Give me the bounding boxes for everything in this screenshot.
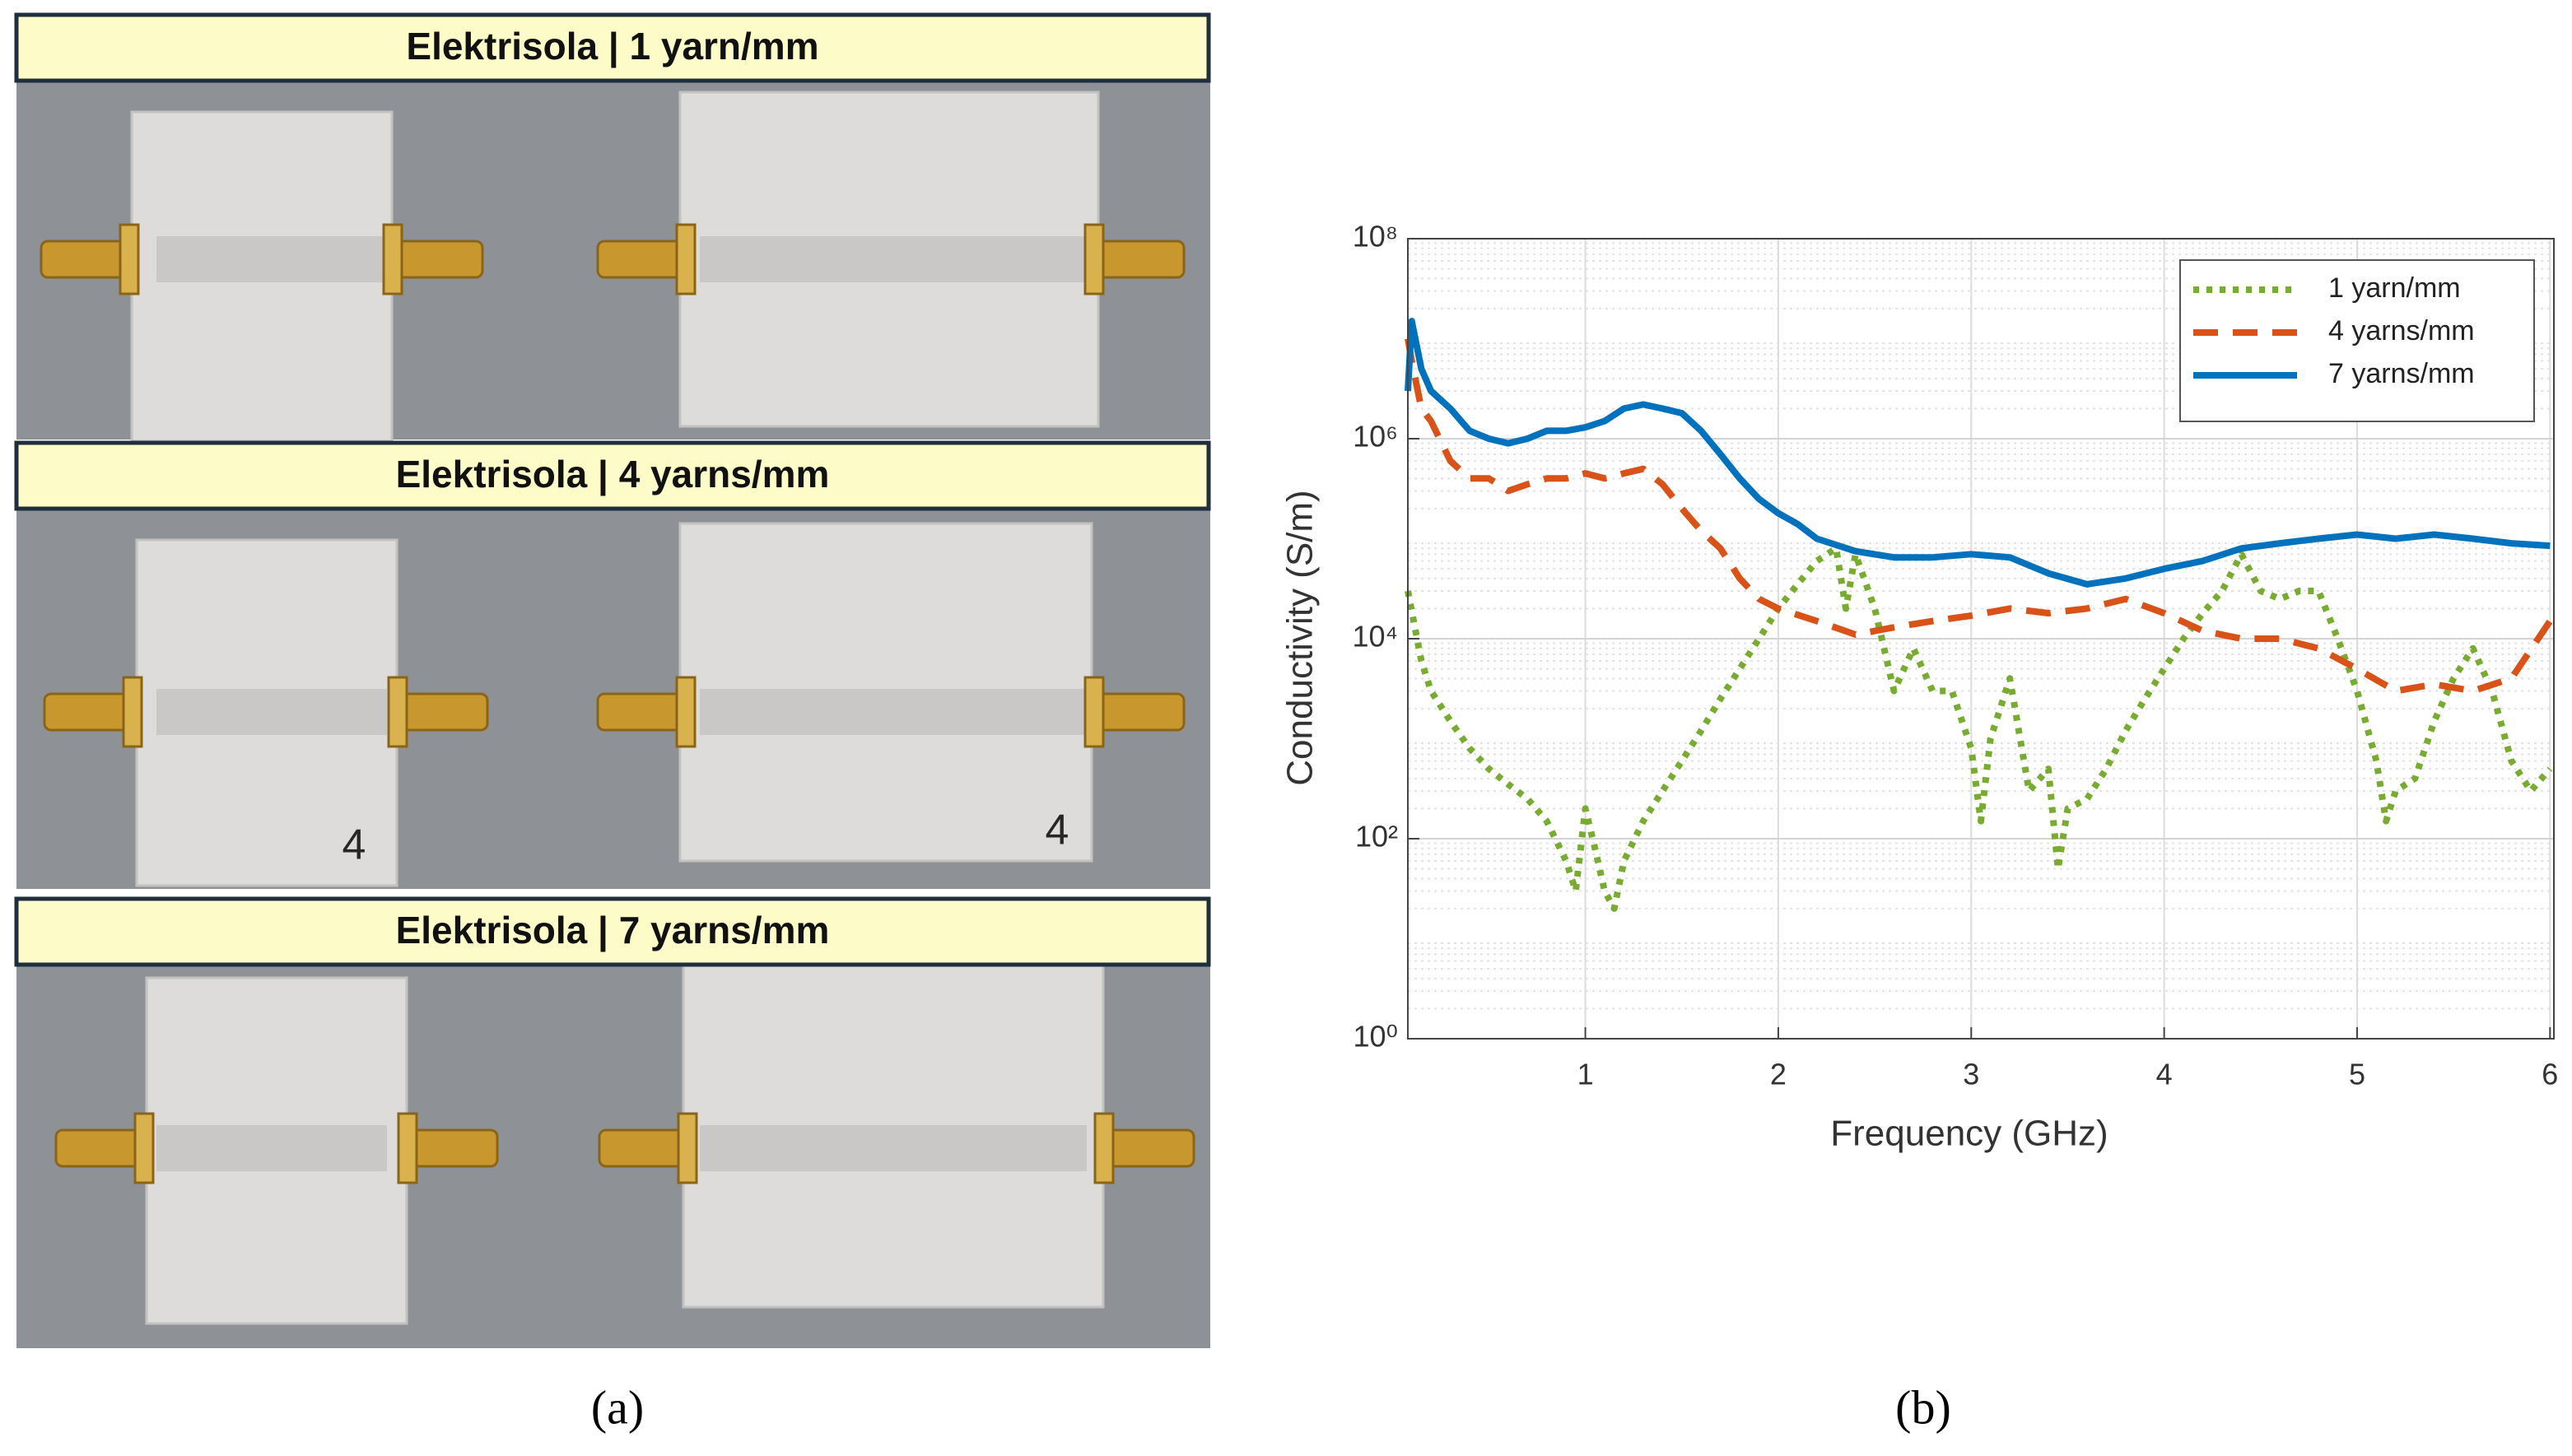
x-tick-label: 4 — [2156, 1058, 2173, 1091]
y-tick-label: 10⁸ — [1353, 220, 1398, 254]
flange — [677, 1112, 698, 1184]
x-tick-label: 5 — [2349, 1058, 2365, 1091]
data-line — [1405, 545, 2553, 912]
trace — [700, 236, 1087, 282]
x-tick-label: 6 — [2542, 1058, 2558, 1091]
panel-label: Elektrisola | 4 yarns/mm — [396, 453, 830, 495]
x-tick-label: 1 — [1577, 1058, 1594, 1091]
trace — [156, 236, 387, 282]
x-tick-label: 2 — [1770, 1058, 1787, 1091]
board-mark: 4 — [342, 821, 366, 869]
y-tick-label: 10² — [1355, 820, 1398, 854]
trace — [700, 1125, 1087, 1171]
panel-label: Elektrisola | 7 yarns/mm — [396, 909, 830, 951]
trace — [156, 689, 387, 735]
flange — [1083, 223, 1105, 295]
flange — [133, 1112, 155, 1184]
flange — [675, 676, 697, 748]
flange — [1093, 1112, 1115, 1184]
flange — [397, 1112, 418, 1184]
plot-frame — [1407, 238, 2555, 1040]
flange — [382, 223, 403, 295]
flange — [122, 676, 143, 748]
y-tick-label: 10⁰ — [1354, 1020, 1398, 1054]
data-line — [1405, 318, 2551, 588]
flange — [387, 676, 408, 748]
flange — [1083, 676, 1105, 748]
y-tick-label: 10⁴ — [1352, 620, 1398, 654]
label-bar — [14, 896, 1211, 967]
data-line — [1405, 337, 2553, 695]
label-bar — [14, 12, 1211, 83]
x-axis-label: Frequency (GHz) — [1830, 1114, 2108, 1154]
panel-label: Elektrisola | 1 yarn/mm — [406, 25, 818, 67]
y-axis-label: Conductivity (S/m) — [1280, 490, 1321, 785]
connector — [598, 1128, 692, 1168]
flange — [675, 223, 697, 295]
connector — [596, 692, 690, 732]
legend-label: 4 yarns/mm — [2328, 315, 2475, 347]
trace — [156, 1125, 387, 1171]
label-bar — [14, 440, 1211, 511]
legend-box — [2179, 259, 2535, 422]
x-tick-label: 3 — [1963, 1058, 1979, 1091]
connector — [40, 240, 133, 279]
connector — [596, 240, 690, 279]
flange — [119, 223, 140, 295]
y-tick-label: 10⁶ — [1353, 420, 1398, 454]
photo-panel: Elektrisola | 1 yarn/mm Elektrisola | 4 y… — [14, 12, 1211, 1348]
legend-label: 7 yarns/mm — [2328, 358, 2475, 389]
connector — [43, 692, 137, 732]
panel-caption: (b) — [1895, 1380, 1951, 1434]
board-mark: 4 — [1046, 807, 1069, 854]
connector — [54, 1128, 148, 1168]
panel-caption: (a) — [591, 1380, 644, 1434]
trace — [700, 689, 1087, 735]
legend-label: 1 yarn/mm — [2328, 272, 2461, 304]
